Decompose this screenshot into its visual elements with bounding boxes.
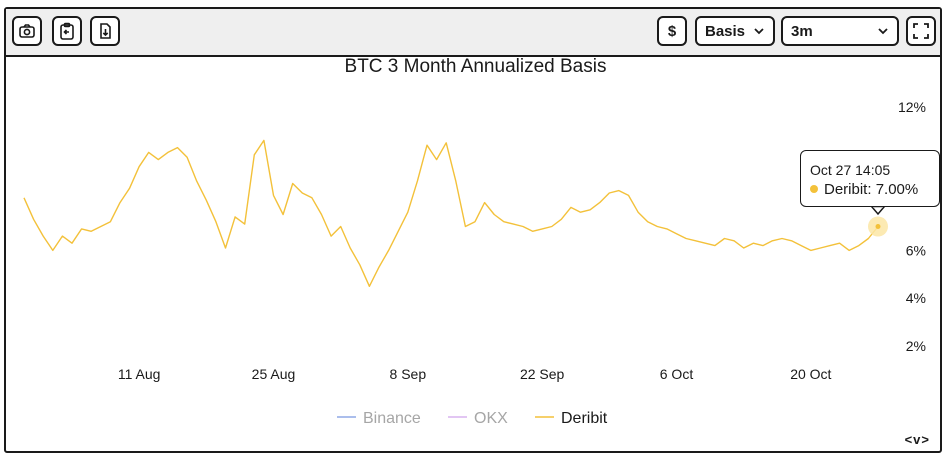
hover-point[interactable] [875,224,881,229]
chart-widget: $ Basis 3m <v> [4,7,942,453]
chart-tooltip: Oct 27 14:05 Deribit: 7.00% [800,150,940,207]
metric-select-value: Basis [705,22,746,40]
x-tick-label: 11 Aug [118,366,161,382]
fullscreen-icon[interactable] [906,16,936,46]
tooltip-value-row: Deribit: 7.00% [810,180,930,200]
currency-button[interactable]: $ [657,16,687,46]
toolbar: $ Basis 3m [6,9,940,57]
legend-item-deribit[interactable]: Deribit [561,410,608,427]
chevron-down-icon [754,28,764,35]
y-tick-label: 12% [898,99,926,115]
tooltip-series-dot [810,185,818,193]
series-line-deribit [23,139,879,287]
x-tick-label: 8 Sep [390,366,427,382]
y-tick-label: 4% [906,290,926,306]
metric-select[interactable]: Basis [695,16,775,46]
range-select[interactable]: 3m [781,16,899,46]
legend-item-okx[interactable]: OKX [474,410,508,427]
download-icon[interactable] [90,16,120,46]
tooltip-value: 7.00% [875,181,919,198]
x-tick-label: 6 Oct [660,366,694,382]
currency-label: $ [667,22,677,40]
x-tick-label: 22 Sep [520,366,565,382]
x-tick-label: 20 Oct [790,366,831,382]
tooltip-pointer [870,206,886,216]
range-select-value: 3m [791,22,813,40]
code-toggle-icon[interactable]: <v> [904,432,930,447]
copy-clipboard-icon[interactable] [52,16,82,46]
chart-title: BTC 3 Month Annualized Basis [344,56,607,77]
y-tick-label: 6% [906,242,926,258]
tooltip-series: Deribit [824,181,868,198]
x-tick-label: 25 Aug [252,366,296,382]
tooltip-time: Oct 27 14:05 [810,162,891,178]
chevron-down-icon [878,28,888,35]
y-tick-label: 2% [906,338,926,354]
legend-item-binance[interactable]: Binance [363,410,421,427]
camera-icon[interactable] [12,16,42,46]
